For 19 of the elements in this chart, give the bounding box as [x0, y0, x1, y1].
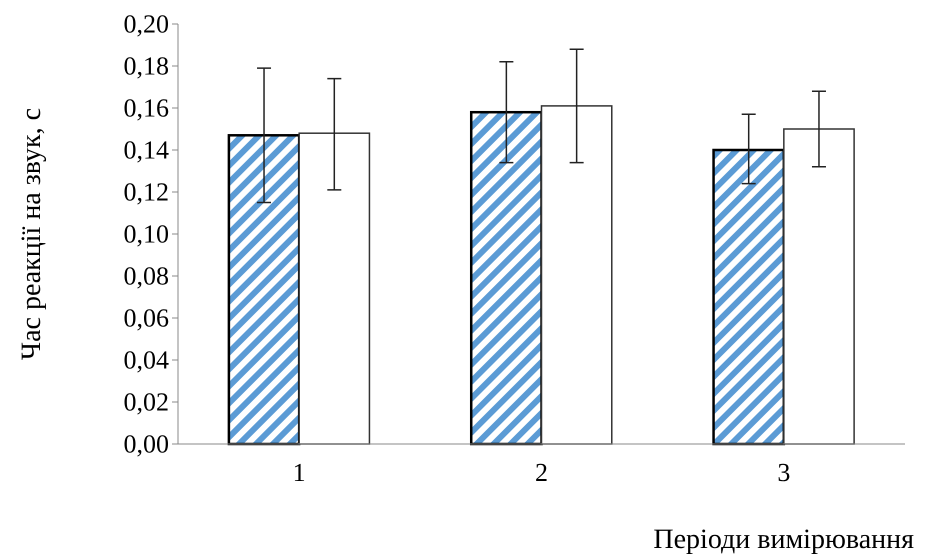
y-tick-label: 0,04 [124, 345, 169, 374]
bar [540, 105, 613, 445]
y-tick-label: 0,10 [124, 219, 169, 248]
y-tick-label: 0,02 [124, 387, 169, 416]
y-tick-label: 0,06 [124, 303, 169, 332]
y-tick-label: 0,14 [124, 135, 169, 164]
y-tick-label: 0,12 [124, 177, 169, 206]
x-tick-label: 2 [535, 458, 548, 487]
y-tick-label: 0,20 [124, 9, 169, 38]
y-tick-label: 0,16 [124, 93, 169, 122]
y-axis-title: Час реакції на звук, с [16, 108, 47, 360]
y-tick-label: 0,08 [124, 261, 169, 290]
y-tick-label: 0,18 [124, 51, 169, 80]
x-tick-label: 1 [292, 458, 306, 487]
y-tick-label: 0,00 [124, 429, 169, 458]
x-axis-title: Періоди вимірювання [653, 524, 914, 555]
bar [783, 128, 855, 445]
bar [298, 132, 370, 445]
x-tick-label: 3 [777, 458, 790, 487]
